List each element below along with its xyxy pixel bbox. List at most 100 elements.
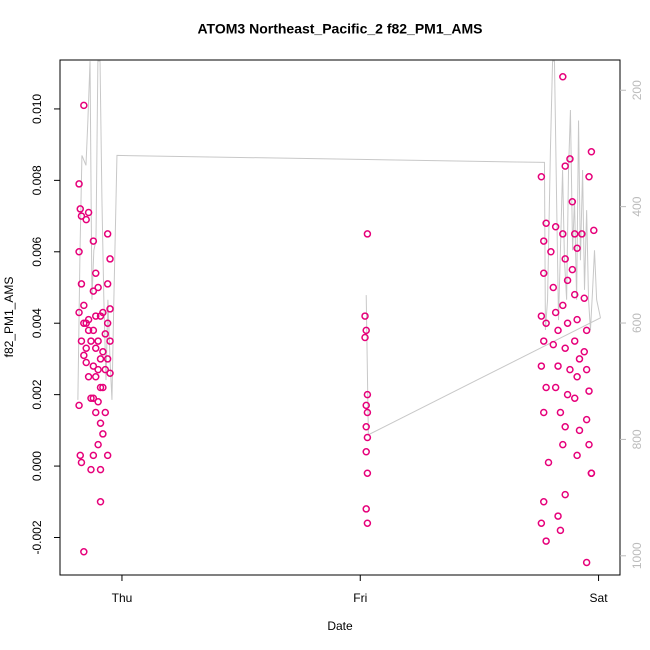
point <box>89 451 98 460</box>
point <box>570 230 579 238</box>
x-tick-label: Thu <box>112 591 133 605</box>
point <box>77 337 86 345</box>
point <box>101 408 110 417</box>
point <box>582 326 591 335</box>
point <box>551 223 560 231</box>
y-tick-label: 0.008 <box>30 165 44 195</box>
point <box>539 237 548 245</box>
point <box>363 390 372 399</box>
point <box>563 390 572 399</box>
point <box>554 326 562 335</box>
point <box>551 383 560 392</box>
x-tick-label: Sat <box>590 591 609 605</box>
point <box>566 155 574 163</box>
point <box>575 426 584 435</box>
point <box>89 394 98 402</box>
point <box>99 348 107 356</box>
point <box>551 308 560 317</box>
point <box>96 383 105 392</box>
point <box>89 362 98 370</box>
point <box>556 526 565 535</box>
point <box>559 440 567 449</box>
point <box>99 308 107 317</box>
y-axis-label: f82_PM1_AMS <box>2 277 16 358</box>
point <box>559 301 567 310</box>
point <box>106 255 114 263</box>
point <box>544 458 553 467</box>
point <box>573 451 581 460</box>
y2-tick-label: 1000 <box>630 542 644 569</box>
point <box>96 465 105 474</box>
point <box>94 283 102 292</box>
point <box>96 419 105 427</box>
point <box>75 308 83 317</box>
point <box>87 465 95 474</box>
point <box>80 319 88 327</box>
point <box>587 469 596 477</box>
point <box>568 198 577 206</box>
point <box>542 219 550 227</box>
point <box>91 408 100 417</box>
point <box>94 365 102 374</box>
point <box>89 237 98 245</box>
point <box>539 337 548 345</box>
point <box>539 498 548 506</box>
point <box>554 362 562 370</box>
point <box>585 173 593 181</box>
point <box>75 248 83 256</box>
point <box>585 387 593 395</box>
point <box>582 558 591 567</box>
point <box>91 312 100 320</box>
point <box>89 287 98 295</box>
y2-tick-label: 600 <box>630 313 644 333</box>
point <box>89 326 98 335</box>
point <box>363 408 372 417</box>
y-tick-label: 0.002 <box>30 379 44 409</box>
point <box>537 519 546 527</box>
point <box>537 362 546 370</box>
point <box>585 440 593 449</box>
point <box>363 519 372 527</box>
point <box>82 358 90 367</box>
x-axis-label: Date <box>327 619 353 633</box>
plot-frame <box>59 59 621 576</box>
point <box>570 337 579 345</box>
point <box>539 408 548 417</box>
point <box>561 255 569 263</box>
chart-title: ATOM3 Northeast_Pacific_2 f82_PM1_AMS <box>197 21 482 37</box>
point <box>568 265 577 274</box>
y2-tick-label: 200 <box>630 80 644 100</box>
point <box>573 315 581 324</box>
point <box>362 401 370 410</box>
point <box>563 319 572 327</box>
point <box>549 340 558 349</box>
point <box>537 173 546 181</box>
point <box>106 369 114 377</box>
point <box>101 365 110 374</box>
point <box>542 383 550 392</box>
point <box>106 305 114 313</box>
point <box>566 365 574 374</box>
point <box>77 458 86 467</box>
point <box>80 548 88 556</box>
point <box>582 415 591 424</box>
point <box>103 451 112 460</box>
point <box>91 344 100 352</box>
point <box>590 226 598 235</box>
point <box>94 398 102 406</box>
point <box>363 230 372 238</box>
point <box>542 319 550 327</box>
point <box>91 269 100 277</box>
point <box>570 394 579 402</box>
y-tick-label: 0.000 <box>30 451 44 481</box>
point <box>82 344 90 352</box>
point <box>362 423 370 431</box>
point <box>84 326 93 335</box>
point <box>87 394 95 402</box>
point <box>542 537 550 545</box>
point <box>363 433 372 442</box>
point <box>561 162 569 170</box>
point <box>101 330 110 338</box>
point <box>363 469 372 477</box>
